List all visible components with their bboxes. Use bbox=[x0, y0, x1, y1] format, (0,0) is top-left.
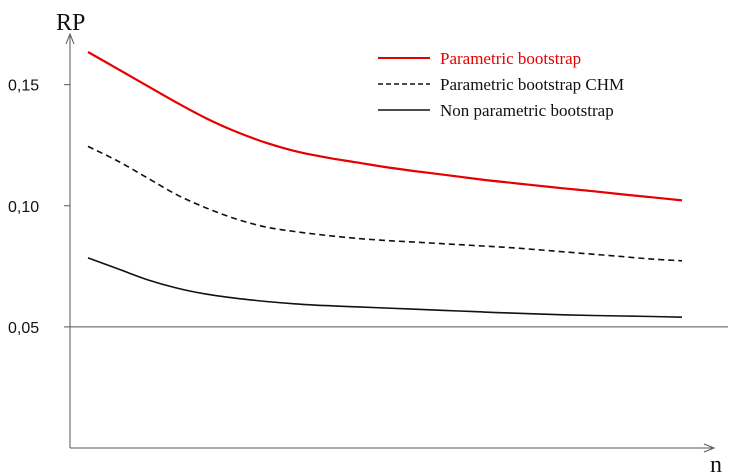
legend-label-parametric-bootstrap-chm: Parametric bootstrap CHM bbox=[440, 75, 624, 94]
y-tick-label: 0,10 bbox=[8, 199, 39, 216]
series-line-parametric-bootstrap-chm bbox=[87, 145, 683, 262]
legend-label-parametric-bootstrap: Parametric bootstrap bbox=[440, 49, 581, 68]
y-tick-label: 0,05 bbox=[8, 320, 39, 337]
y-tick-labels: 0,15 0,10 0,05 bbox=[8, 78, 70, 337]
x-axis-title: n bbox=[710, 452, 722, 476]
series-line-non-parametric-bootstrap bbox=[87, 257, 683, 318]
legend: Parametric bootstrap Parametric bootstrap… bbox=[378, 49, 624, 120]
series-line-parametric-bootstrap bbox=[87, 51, 683, 202]
y-axis-arrow bbox=[65, 32, 75, 45]
y-tick-label: 0,15 bbox=[8, 78, 39, 95]
x-axis-arrow bbox=[703, 443, 716, 453]
y-axis-title: RP bbox=[56, 10, 85, 36]
legend-label-non-parametric-bootstrap: Non parametric bootstrap bbox=[440, 101, 614, 120]
series-lines bbox=[87, 51, 683, 318]
